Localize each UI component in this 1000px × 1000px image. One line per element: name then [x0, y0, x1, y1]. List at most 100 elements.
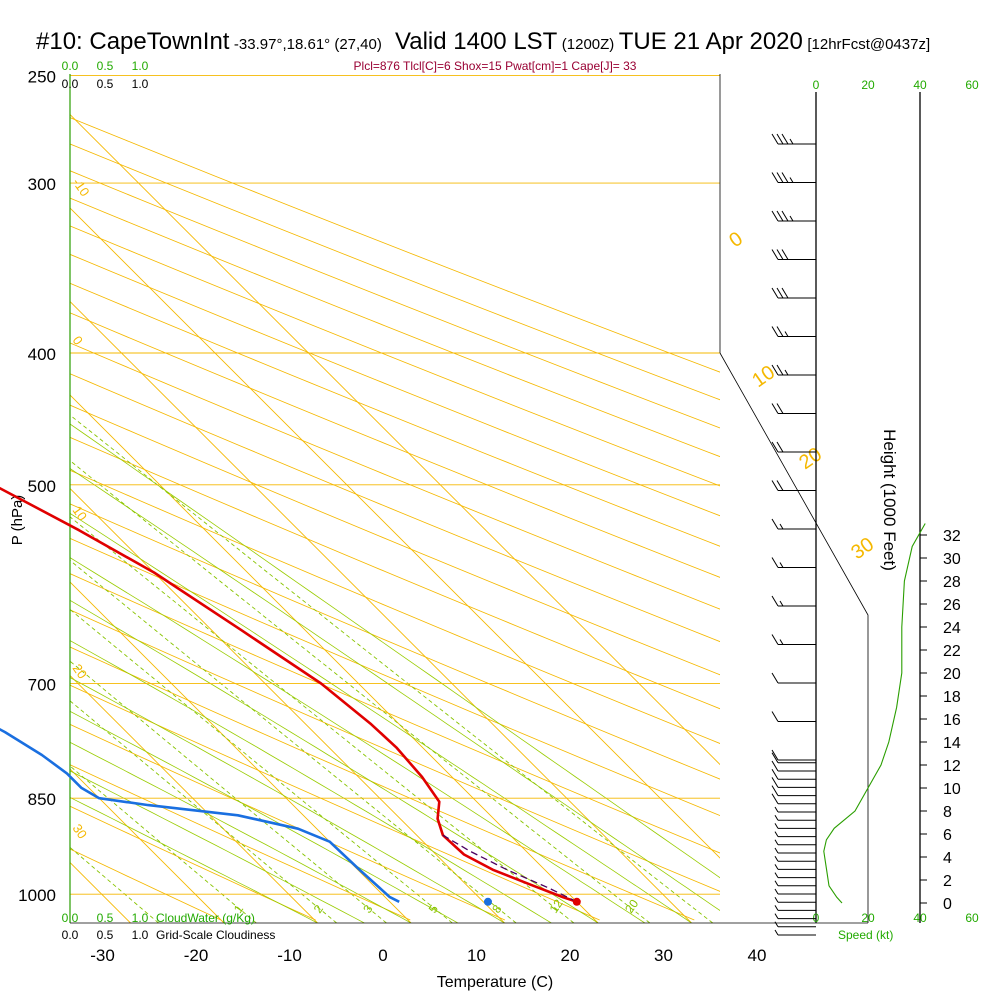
wind-barb-flag — [776, 249, 784, 260]
wind-barb-flag — [776, 441, 784, 453]
wind-barb-flag — [781, 172, 789, 183]
temperature-tick-label: 10 — [467, 946, 486, 965]
dry-adiabat-line — [70, 684, 600, 921]
wind-barb — [771, 777, 816, 788]
wind-barb-half-flag — [774, 806, 779, 813]
moist-adiabat-line — [70, 797, 318, 923]
wind-barb-flag — [776, 480, 784, 491]
chart-title: #10: CapeTownInt -33.97°,18.61° (27,40) — [36, 28, 382, 56]
wind-barb — [774, 929, 816, 936]
wind-barb — [771, 364, 816, 376]
moist-adiabat-line — [70, 557, 646, 923]
wind-barb — [771, 249, 816, 260]
pressure-tick-label: 700 — [28, 676, 56, 695]
wind-barb-half-flag — [779, 562, 784, 568]
wind-barb-half-flag — [789, 177, 794, 183]
wind-barb-half-flag — [774, 855, 779, 862]
wind-barb-flag — [771, 752, 779, 764]
height-tick-label: 14 — [943, 735, 961, 752]
cloudwater-tick-top: 1.0 — [132, 59, 149, 73]
isotherm-line — [70, 674, 318, 923]
pressure-tick-label: 250 — [28, 67, 56, 86]
temperature-tick-label: 20 — [561, 946, 580, 965]
moist-adiabat-line — [70, 467, 720, 911]
dry-adiabat-line — [70, 723, 506, 921]
speed-tick-bottom: 60 — [965, 911, 979, 925]
wind-barb — [771, 210, 816, 222]
speed-tick-bottom: 40 — [913, 911, 927, 925]
wind-barb-flag — [771, 403, 779, 414]
temperature-tick-label: -20 — [184, 946, 209, 965]
valid-time: Valid 1400 LST (1200Z) TUE 21 Apr 2020 [… — [395, 28, 930, 56]
mixing-ratio-line — [70, 660, 387, 923]
wind-barb-half-flag — [779, 639, 784, 645]
wind-barb-flag — [771, 785, 779, 796]
wind-barb-flag — [781, 249, 789, 260]
cloudwater-tick-bottom: 1.0 — [132, 911, 149, 925]
isotherm-label: 20 — [70, 661, 91, 681]
mixing-ratio-line — [70, 765, 257, 923]
wind-barb — [771, 557, 816, 568]
wind-barb — [771, 287, 816, 299]
isotherm-label: 10 — [70, 503, 91, 523]
wind-barb — [771, 752, 816, 764]
mixing-ratio-label: 5 — [426, 902, 441, 916]
height-tick-label: 8 — [943, 804, 952, 821]
dry-adiabat-label: 0 — [725, 228, 747, 252]
wind-barb-flag — [781, 133, 789, 145]
moist-adiabat-line — [70, 512, 692, 923]
wind-barb — [771, 634, 816, 645]
isotherm-line — [70, 487, 505, 923]
wind-barb-flag — [771, 760, 779, 772]
temperature-profile-line — [0, 486, 578, 904]
mixing-ratio-label: 20 — [622, 897, 641, 916]
dry-adiabat-line — [70, 170, 720, 429]
isotherm-label: 30 — [70, 821, 91, 841]
wind-barb — [771, 441, 816, 453]
cloudiness-tick-top: 1.0 — [132, 77, 149, 91]
wind-barb-half-flag — [774, 929, 779, 936]
wind-barb-half-flag — [774, 839, 779, 846]
speed-tick-top: 20 — [861, 78, 875, 92]
dry-adiabat-line — [70, 436, 720, 710]
moist-adiabat-line — [70, 741, 412, 923]
wind-barb-flag — [776, 210, 784, 222]
zulu-time: (1200Z) — [561, 36, 615, 53]
cloudiness-tick-top: 0.0 — [62, 77, 79, 91]
panel-boundary-line — [719, 352, 869, 923]
wind-barb — [771, 133, 816, 145]
speed-tick-top: 0 — [813, 78, 820, 92]
dry-adiabat-line — [70, 373, 720, 643]
wind-barb-flag — [771, 249, 779, 260]
wind-barb — [774, 905, 816, 911]
wind-barb-flag — [771, 287, 779, 299]
y-axis-label: P (hPa) — [9, 495, 26, 546]
wind-barb — [774, 921, 816, 928]
dry-adiabat-line — [70, 197, 720, 458]
wind-barb-flag — [771, 518, 779, 530]
wind-barb-flag — [776, 133, 784, 145]
cloudwater-tick-top: 0.0 — [62, 59, 79, 73]
wind-barb — [774, 880, 816, 887]
wind-barb-half-flag — [789, 138, 794, 145]
temperature-tick-label: 40 — [748, 946, 767, 965]
wind-barb — [771, 768, 816, 780]
height-tick-label: 12 — [943, 758, 961, 775]
pressure-tick-label: 500 — [28, 477, 56, 496]
surface-dewpoint-dot — [483, 897, 492, 906]
moist-adiabat-line — [70, 599, 599, 923]
height-tick-label: 16 — [943, 712, 961, 729]
pressure-tick-label: 300 — [28, 175, 56, 194]
wind-barb-half-flag — [774, 872, 779, 878]
height-tick-label: 20 — [943, 666, 961, 683]
isotherm-line — [70, 113, 720, 766]
speed-tick-top: 60 — [965, 78, 979, 92]
valid-date: TUE 21 Apr 2020 — [618, 28, 803, 55]
wind-barb-half-flag — [774, 896, 779, 903]
wind-barb — [774, 847, 816, 854]
cloudiness-tick-bottom: 1.0 — [132, 928, 149, 942]
wind-barb-flag — [771, 595, 779, 607]
dry-adiabat-line — [70, 573, 720, 854]
height-axis-label: Height (1000 Feet) — [880, 429, 899, 571]
